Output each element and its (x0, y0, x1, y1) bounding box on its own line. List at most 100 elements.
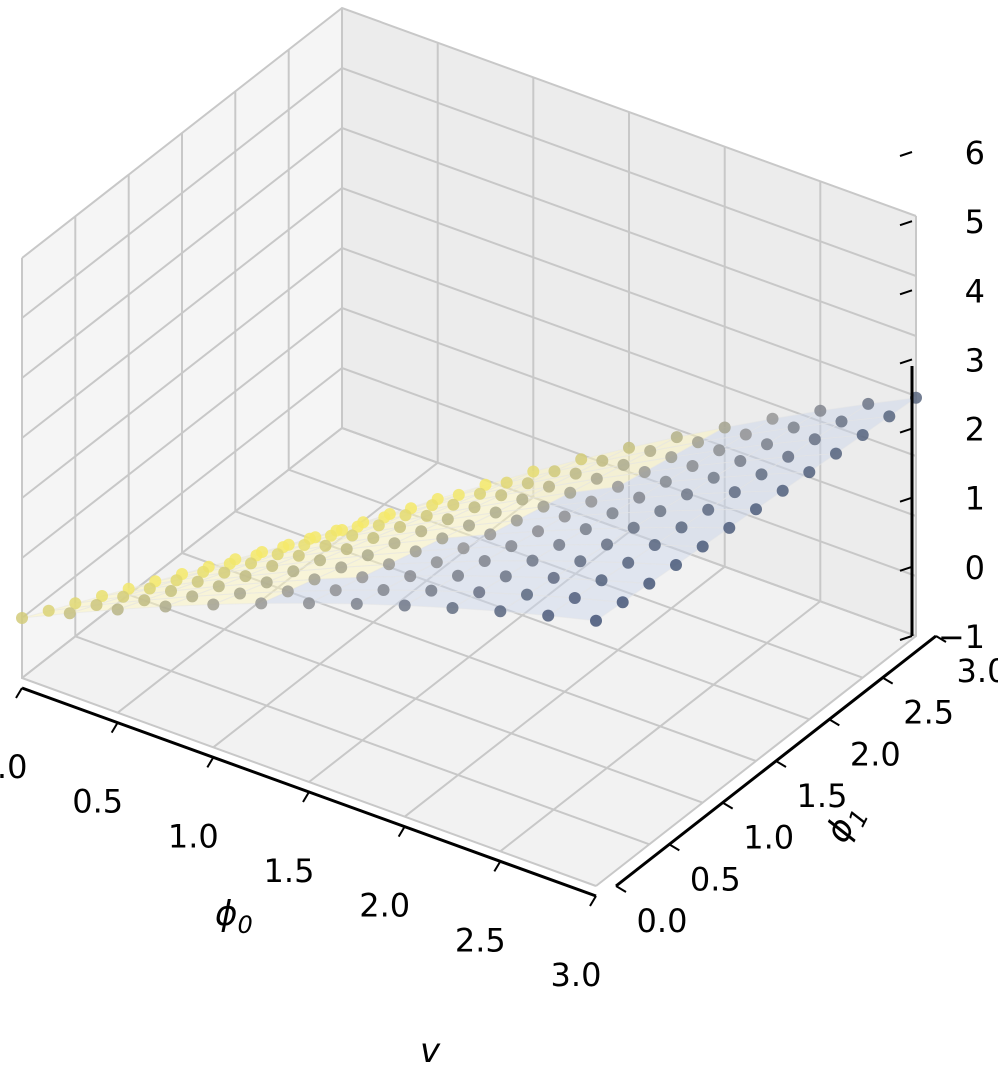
x-tick-label: 3.0 (551, 956, 602, 994)
data-point (474, 487, 486, 500)
y-tick-label: 2.5 (903, 694, 954, 732)
data-point (329, 584, 342, 597)
data-point (447, 498, 460, 511)
data-point (569, 467, 582, 480)
data-point (835, 415, 848, 428)
data-point (335, 561, 348, 574)
data-point (239, 570, 252, 583)
z-tick-label: 3 (965, 341, 985, 379)
data-point (627, 521, 640, 534)
data-point (207, 598, 220, 611)
data-point (287, 565, 300, 578)
data-point (521, 588, 533, 601)
y-tick-label: 0.0 (637, 902, 688, 940)
data-point (574, 555, 587, 568)
x-axis-label: ϕ0 (215, 894, 253, 939)
y-tick (615, 885, 627, 893)
data-point (42, 604, 55, 617)
z-tick-label: 1 (965, 480, 985, 518)
data-point (617, 458, 630, 471)
data-point (197, 565, 210, 578)
data-point (63, 607, 76, 620)
z-tick-label: 4 (965, 272, 985, 310)
z-tick (899, 427, 913, 434)
data-point (612, 480, 624, 493)
data-point (271, 548, 284, 561)
gridline-z (21, 366, 917, 619)
data-point (633, 491, 646, 504)
x-tick-label: 0.0 (0, 748, 27, 786)
z-axis-label: v (420, 1031, 441, 1067)
z-tick (899, 151, 913, 157)
y-tick (935, 635, 947, 643)
data-point (568, 592, 581, 604)
data-point (590, 472, 603, 485)
data-point (862, 397, 875, 410)
data-point (281, 585, 294, 598)
data-point (404, 570, 417, 583)
data-point (468, 501, 481, 514)
x-tick (110, 722, 119, 734)
data-point (303, 597, 315, 610)
data-point (96, 590, 108, 602)
z-tick-label: 0 (965, 549, 985, 587)
data-point (543, 480, 555, 493)
data-point (325, 529, 337, 542)
z-tick (899, 635, 913, 641)
data-point (388, 537, 401, 550)
data-point (426, 499, 439, 512)
data-point (595, 574, 608, 587)
data-point (814, 404, 827, 417)
data-point (452, 569, 464, 582)
data-point (69, 597, 82, 610)
data-point (548, 465, 561, 478)
data-point (212, 580, 225, 593)
data-point (707, 471, 720, 484)
gridlines (21, 6, 917, 887)
data-point (372, 519, 385, 532)
data-point (718, 421, 731, 434)
data-point (463, 519, 475, 532)
y-tick (775, 760, 787, 768)
data-points (16, 391, 922, 627)
data-point (547, 571, 560, 584)
data-point (670, 559, 682, 571)
data-point (883, 410, 896, 423)
data-point (430, 556, 443, 569)
data-point (90, 599, 103, 611)
z-tick (899, 358, 913, 365)
gridline-z (21, 66, 917, 319)
y-tick-label: 0.5 (690, 860, 741, 898)
data-point (648, 539, 661, 551)
data-point (441, 513, 454, 526)
x-tick (302, 791, 310, 803)
data-point (675, 521, 688, 534)
data-point (457, 542, 470, 555)
data-point (245, 557, 257, 570)
y-tick (722, 801, 734, 810)
z-tick-label: 6 (965, 134, 985, 172)
data-point (350, 597, 363, 610)
data-point (500, 476, 513, 489)
data-point (489, 506, 502, 519)
x-tick-label: 0.5 (72, 783, 123, 821)
data-point (537, 500, 550, 513)
z-tick-label: −1 (938, 618, 985, 656)
data-point (420, 509, 433, 522)
x-tick (589, 895, 597, 907)
data-point (473, 586, 486, 599)
data-point (479, 478, 492, 491)
data-point (686, 460, 699, 472)
data-point (117, 590, 130, 603)
x-tick-label: 1.5 (264, 852, 315, 890)
x-tick-label: 2.5 (455, 921, 506, 959)
data-point (351, 520, 364, 533)
data-point (218, 566, 231, 579)
data-point (298, 539, 311, 551)
data-point (728, 486, 741, 499)
data-point (532, 525, 544, 538)
data-point (782, 450, 795, 463)
z-tick (899, 289, 913, 296)
z-tick (899, 565, 913, 572)
data-point (255, 597, 268, 610)
